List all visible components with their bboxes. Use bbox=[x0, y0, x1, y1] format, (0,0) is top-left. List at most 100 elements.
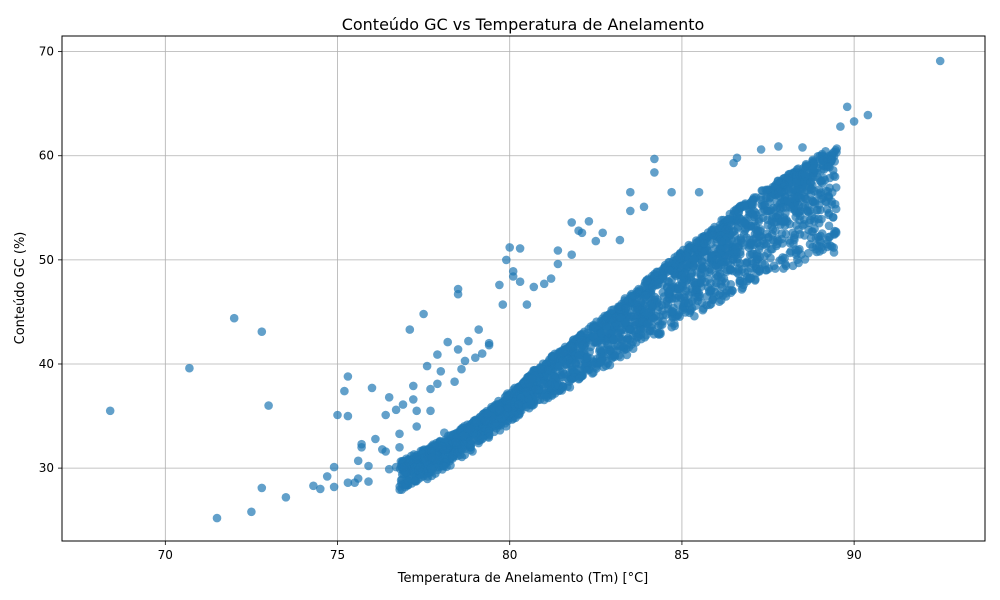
grid bbox=[62, 36, 985, 541]
data-point bbox=[650, 168, 659, 177]
data-point bbox=[768, 225, 778, 234]
data-point bbox=[471, 353, 480, 363]
data-point bbox=[816, 190, 825, 200]
data-point bbox=[583, 366, 592, 375]
data-point bbox=[583, 352, 592, 362]
data-point bbox=[628, 344, 638, 354]
data-point bbox=[664, 266, 674, 275]
data-point bbox=[105, 406, 115, 416]
x-tick-label: 85 bbox=[674, 548, 689, 562]
data-point bbox=[558, 356, 567, 366]
data-point bbox=[789, 239, 798, 249]
data-point bbox=[717, 276, 726, 286]
data-point bbox=[410, 476, 420, 486]
data-point bbox=[785, 248, 795, 258]
data-point bbox=[800, 200, 810, 210]
data-point bbox=[451, 438, 461, 447]
data-point bbox=[649, 330, 659, 339]
data-point bbox=[596, 357, 606, 366]
data-point bbox=[575, 374, 584, 383]
data-point bbox=[515, 244, 525, 253]
data-point bbox=[810, 199, 820, 208]
data-point bbox=[842, 102, 852, 112]
data-point bbox=[384, 464, 394, 474]
data-point bbox=[212, 513, 222, 523]
data-point bbox=[725, 265, 735, 275]
data-point bbox=[597, 329, 606, 338]
data-point bbox=[477, 349, 487, 358]
data-point bbox=[426, 406, 435, 416]
data-point bbox=[749, 212, 759, 222]
data-point bbox=[531, 385, 541, 394]
data-point bbox=[772, 203, 782, 212]
data-point bbox=[698, 305, 708, 315]
data-point bbox=[583, 328, 592, 338]
data-point bbox=[806, 177, 816, 187]
data-point bbox=[505, 243, 514, 252]
data-point bbox=[694, 187, 704, 197]
y-tick-label: 40 bbox=[39, 357, 54, 371]
data-point bbox=[495, 280, 504, 290]
data-point bbox=[482, 409, 492, 419]
data-point bbox=[684, 298, 693, 308]
data-point bbox=[417, 449, 426, 458]
data-point bbox=[391, 405, 401, 415]
data-point bbox=[381, 447, 391, 456]
data-point bbox=[500, 392, 510, 402]
data-point bbox=[650, 292, 660, 302]
data-point bbox=[677, 261, 687, 271]
data-point bbox=[371, 434, 380, 444]
data-point bbox=[684, 240, 694, 250]
data-point bbox=[781, 259, 790, 269]
data-point bbox=[398, 400, 408, 409]
data-point bbox=[634, 284, 643, 294]
data-point bbox=[343, 478, 353, 488]
data-point bbox=[792, 177, 801, 187]
data-point bbox=[343, 411, 353, 421]
data-point bbox=[746, 273, 755, 283]
data-point bbox=[747, 241, 756, 250]
data-point bbox=[704, 286, 714, 296]
data-point bbox=[529, 282, 539, 292]
data-point bbox=[621, 303, 631, 312]
data-point bbox=[815, 241, 824, 251]
data-point bbox=[632, 333, 642, 342]
data-point bbox=[716, 260, 726, 270]
data-point bbox=[811, 234, 821, 243]
data-point bbox=[340, 386, 349, 396]
data-point bbox=[849, 117, 859, 126]
data-point bbox=[708, 295, 717, 305]
data-point bbox=[628, 292, 637, 301]
data-point bbox=[281, 493, 291, 502]
data-point bbox=[641, 330, 651, 340]
x-axis-label: Temperatura de Anelamento (Tm) [°C] bbox=[397, 571, 649, 586]
data-point bbox=[405, 325, 415, 334]
data-point bbox=[716, 295, 726, 305]
data-point bbox=[472, 417, 481, 427]
data-point bbox=[748, 200, 758, 210]
data-point bbox=[574, 339, 584, 348]
data-point bbox=[616, 341, 625, 351]
data-point bbox=[498, 300, 508, 309]
data-point bbox=[725, 285, 734, 295]
data-point bbox=[567, 250, 576, 259]
data-point bbox=[415, 463, 425, 472]
data-point bbox=[773, 176, 783, 186]
data-point bbox=[465, 424, 475, 434]
data-point bbox=[453, 345, 463, 354]
data-point bbox=[185, 363, 194, 373]
data-point bbox=[740, 202, 749, 211]
data-point bbox=[763, 215, 772, 224]
data-point bbox=[474, 325, 484, 334]
data-point bbox=[697, 271, 706, 280]
data-point bbox=[384, 393, 394, 402]
data-point bbox=[778, 203, 788, 213]
y-tick-label: 70 bbox=[39, 45, 54, 59]
data-point bbox=[597, 339, 606, 348]
data-point bbox=[820, 175, 830, 185]
data-point bbox=[395, 429, 404, 439]
y-tick-label: 60 bbox=[39, 149, 54, 163]
data-point bbox=[685, 308, 694, 318]
data-point bbox=[671, 293, 681, 303]
